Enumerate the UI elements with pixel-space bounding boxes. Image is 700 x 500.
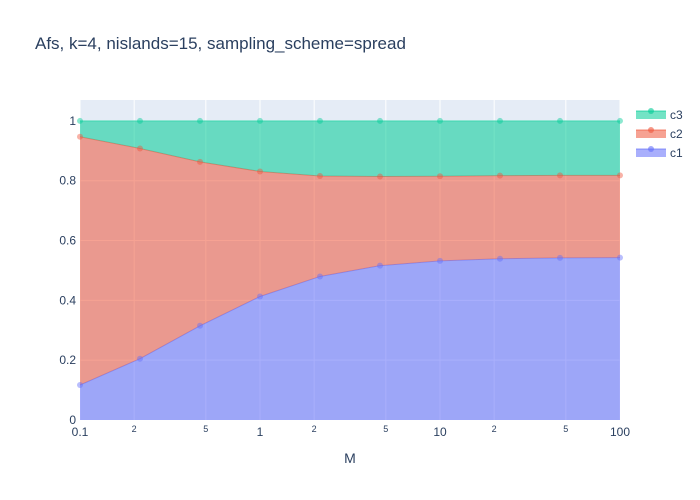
point-c2[interactable] [377,173,384,180]
x-tick-label: 5 [383,424,388,434]
area-c1 [80,257,620,420]
y-tick-label: 0.6 [59,234,76,248]
x-tick-label: 10 [433,425,447,439]
point-c1[interactable] [77,382,83,389]
point-c2[interactable] [197,158,204,165]
point-c3[interactable] [316,117,323,124]
y-tick-label: 1 [69,114,76,128]
x-tick-label: 5 [563,424,568,434]
x-tick-label: 2 [312,424,317,434]
chart-title: Afs, k=4, nislands=15, sampling_scheme=s… [35,34,406,53]
point-c3[interactable] [77,117,83,124]
y-tick-label: 0.2 [59,353,76,367]
legend-marker [648,146,654,152]
legend-swatch [636,111,666,119]
legend-marker [648,108,654,114]
point-c2[interactable] [437,173,443,180]
x-tick-label: 2 [492,424,497,434]
legend-marker [648,127,654,133]
legend-label: c3 [670,108,683,122]
point-c1[interactable] [496,255,503,262]
point-c1[interactable] [316,273,323,280]
x-tick-label: 5 [203,424,208,434]
point-c1[interactable] [557,254,564,261]
point-c3[interactable] [377,117,384,124]
point-c1[interactable] [377,262,384,269]
point-c1[interactable] [136,355,143,362]
legend-item-c2[interactable]: c2 [636,127,683,141]
point-c1[interactable] [257,293,263,300]
y-tick-label: 0 [69,413,76,427]
legend-item-c1[interactable]: c1 [636,146,683,160]
point-c3[interactable] [437,117,443,124]
legend-item-c3[interactable]: c3 [636,108,683,122]
point-c3[interactable] [617,117,623,124]
x-tick-label: 1 [257,425,264,439]
x-axis-title: M [344,450,356,466]
point-c3[interactable] [257,117,263,124]
legend-swatch [636,149,666,157]
point-c1[interactable] [437,257,443,264]
x-tick-label: 2 [132,424,137,434]
point-c1[interactable] [197,322,204,329]
point-c2[interactable] [136,145,143,152]
data-markers [77,117,623,389]
point-c2[interactable] [77,133,83,140]
legend-label: c1 [670,146,683,160]
y-axis-ticks: 0 0.2 0.4 0.6 0.8 1 [59,114,76,427]
point-c3[interactable] [496,117,503,124]
point-c1[interactable] [617,254,623,261]
x-axis-ticks: 0.1 2 5 1 2 5 10 2 5 100 [72,424,631,439]
point-c3[interactable] [557,117,564,124]
y-tick-label: 0.8 [59,174,76,188]
point-c3[interactable] [136,117,143,124]
legend[interactable]: c3 c2 c1 [636,108,683,160]
point-c2[interactable] [617,172,623,179]
legend-label: c2 [670,127,683,141]
x-tick-label: 100 [610,425,630,439]
point-c2[interactable] [316,172,323,179]
legend-swatch [636,130,666,138]
point-c2[interactable] [557,172,564,179]
point-c2[interactable] [496,172,503,179]
x-tick-label: 0.1 [72,425,89,439]
area-c2 [80,136,620,386]
point-c3[interactable] [197,117,204,124]
point-c2[interactable] [257,168,263,175]
area-series [79,120,621,420]
area-c3 [80,120,620,177]
y-tick-label: 0.4 [59,293,76,307]
